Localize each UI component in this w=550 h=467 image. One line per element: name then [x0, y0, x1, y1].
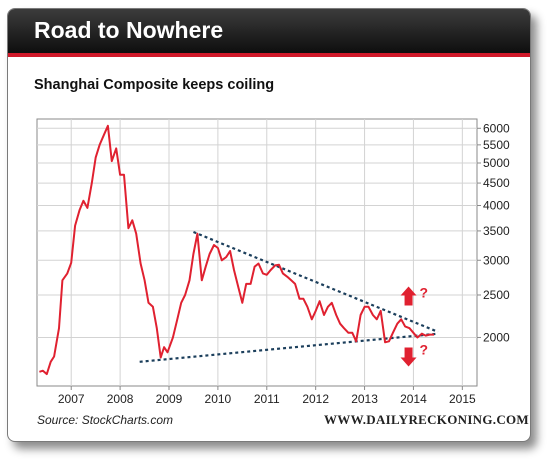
trendline — [193, 230, 439, 333]
x-tick-label: 2008 — [107, 392, 134, 406]
series-layer — [39, 124, 434, 376]
plot-frame — [36, 118, 478, 387]
trendline — [139, 332, 438, 363]
y-tick-label: 5500 — [483, 138, 510, 152]
y-tick-label: 3000 — [483, 253, 510, 267]
x-tick-label: 2009 — [156, 392, 183, 406]
y-tick-label: 4000 — [483, 198, 510, 212]
chart-card: Road to Nowhere Shanghai Composite keeps… — [7, 8, 531, 442]
y-tick-label: 2500 — [483, 288, 510, 302]
x-tick-label: 2014 — [400, 392, 427, 406]
x-tick-label: 2015 — [449, 392, 476, 406]
grid-lines — [37, 119, 477, 386]
x-tick-label: 2007 — [58, 392, 85, 406]
y-axis-ticks: 6000 5500 5000 4500 4000 3500 3000 2500 2000 — [477, 121, 510, 344]
annotations: ?? — [400, 285, 429, 367]
chart-title: Road to Nowhere — [34, 17, 224, 43]
series-line — [39, 124, 434, 376]
header-bar: Road to Nowhere — [8, 9, 530, 57]
chart-subtitle: Shanghai Composite keeps coiling — [34, 77, 275, 93]
question-mark-label: ? — [420, 285, 429, 301]
arrow-down-icon — [400, 347, 417, 367]
y-tick-label: 6000 — [483, 121, 510, 135]
arrow-up-icon — [400, 286, 417, 306]
chart-svg: ?? 600055005000450040003500300025002000 … — [36, 118, 510, 406]
trendlines — [139, 230, 439, 363]
x-tick-label: 2010 — [205, 392, 232, 406]
x-axis-ticks: 2007 2008 2009 2010 2011 2012 2013 2014 2015 — [58, 386, 476, 406]
y-tick-label: 5000 — [483, 156, 510, 170]
y-tick-label: 3500 — [483, 224, 510, 238]
source-credit: Source: StockCharts.com — [37, 413, 174, 427]
brand-url: WWW.DAILYRECKONING.COM — [324, 412, 529, 427]
x-tick-label: 2012 — [302, 392, 329, 406]
y-tick-label: 4500 — [483, 176, 510, 190]
x-tick-label: 2011 — [254, 392, 280, 406]
x-tick-label: 2013 — [351, 392, 378, 406]
y-tick-label: 2000 — [483, 330, 510, 344]
question-mark-label: ? — [420, 341, 429, 357]
